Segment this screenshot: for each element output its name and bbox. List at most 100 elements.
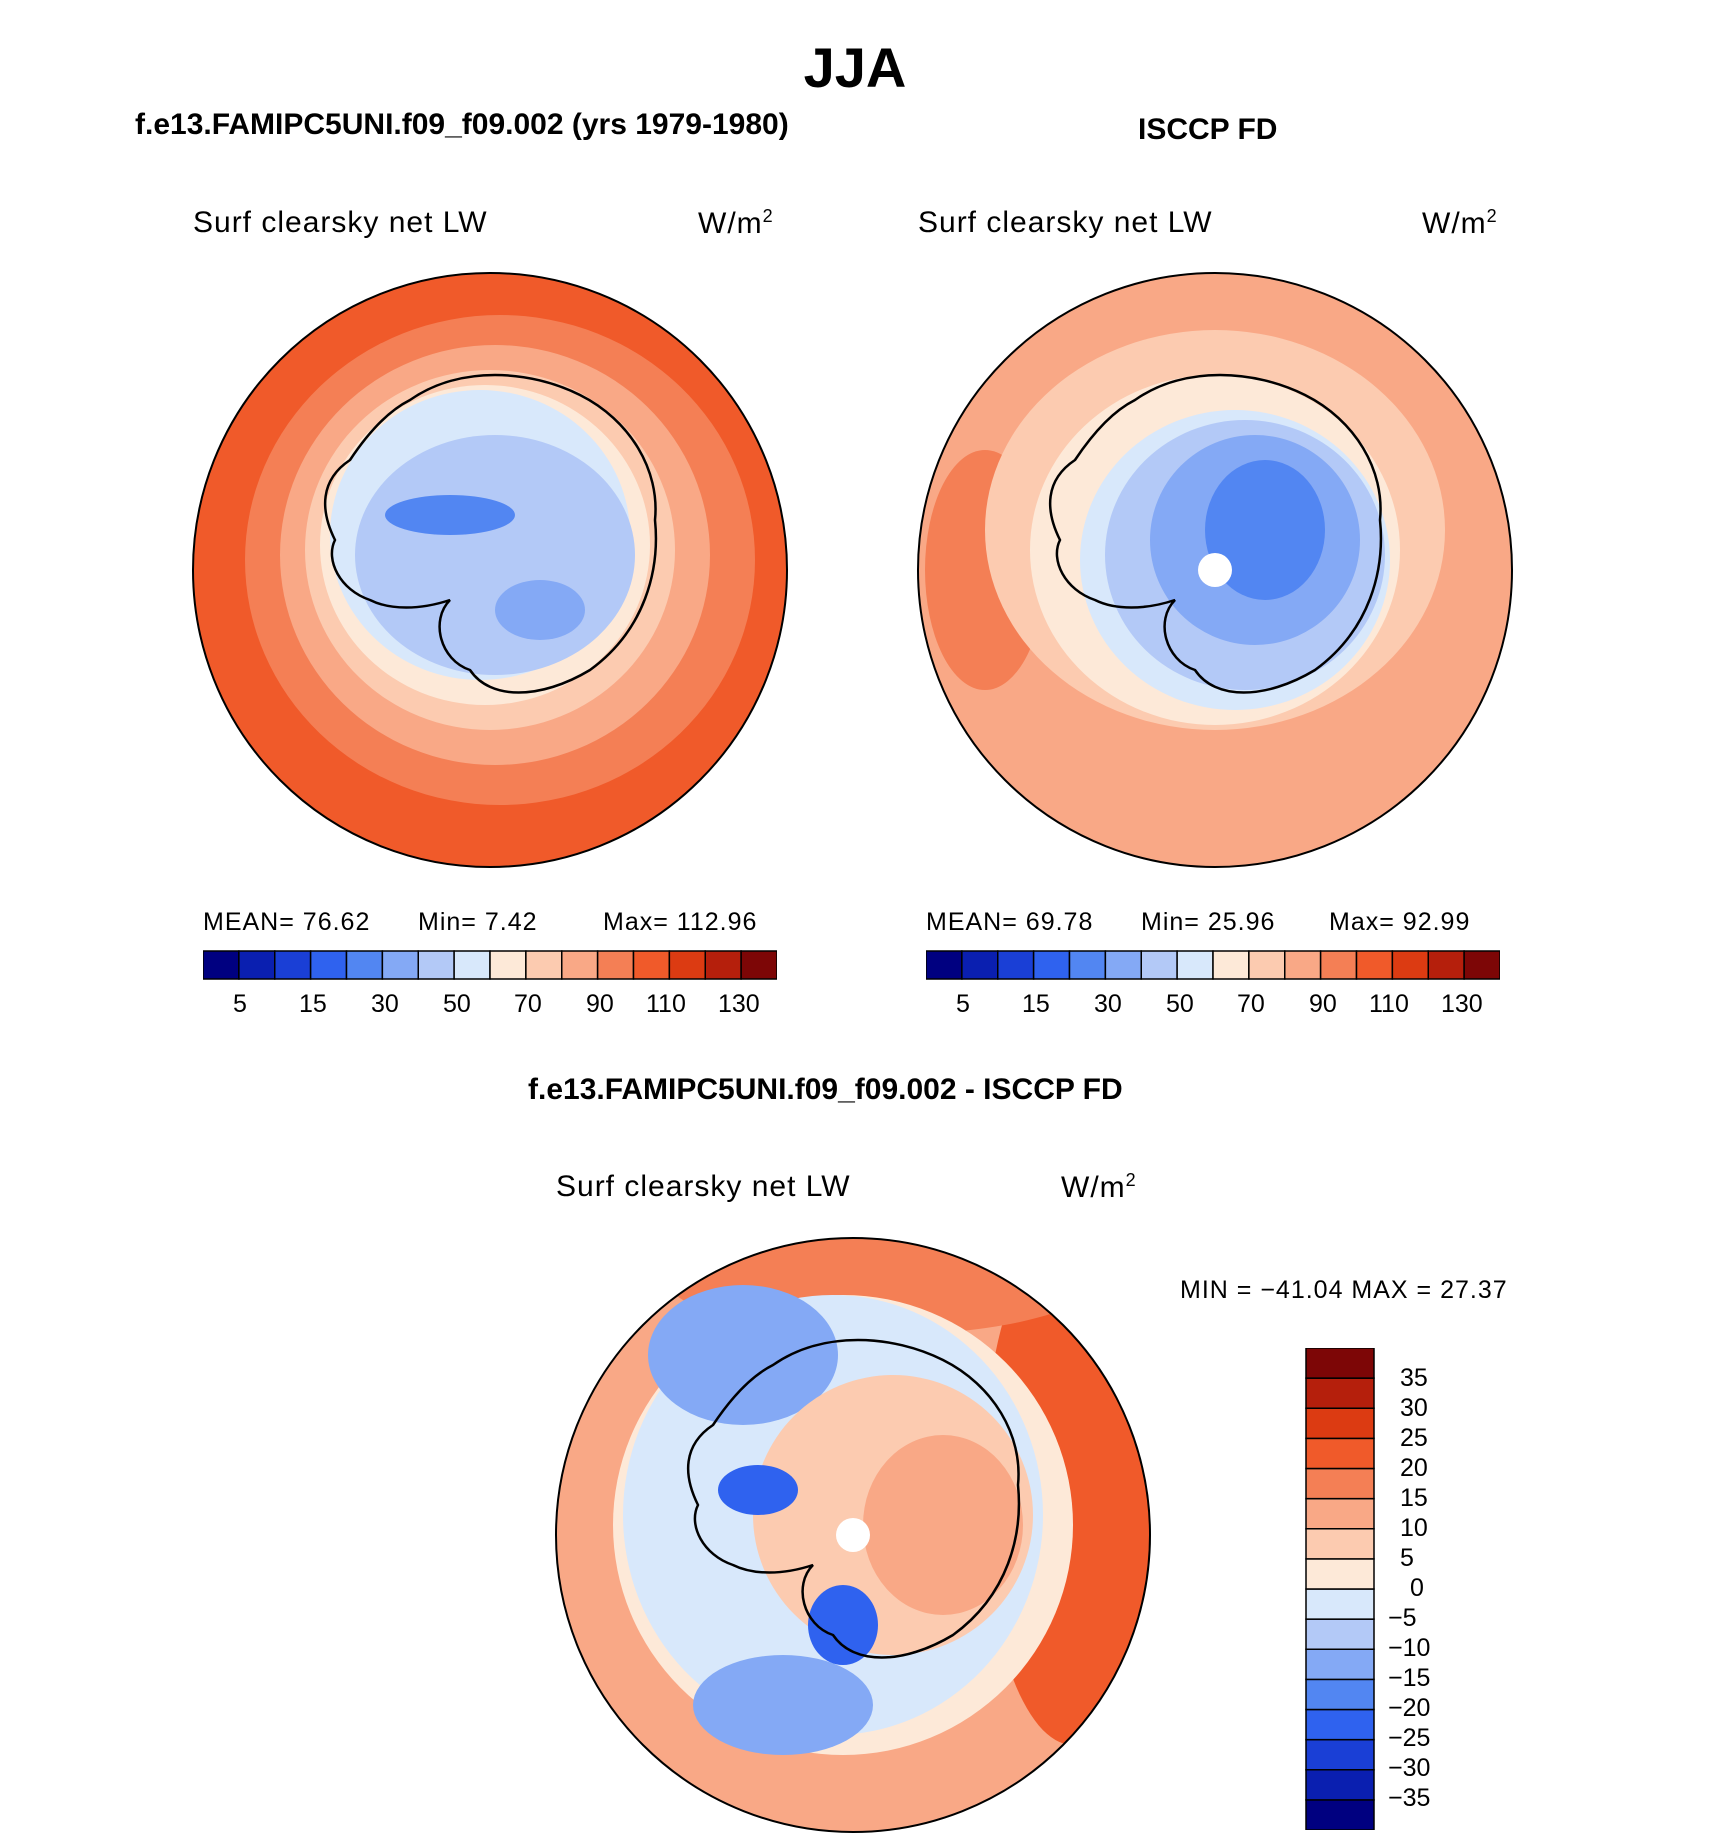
colorbar-swatch [1305,1497,1375,1530]
colorbar-swatch [274,950,312,980]
colorbar-swatch [1104,950,1142,980]
cb1-tick-3: 50 [443,990,471,1018]
diff-colorbar-ticks: 35 30 25 20 15 10 5 0 −5 −10 −15 −20 −25… [1382,1348,1522,1830]
cb3-tick-0: 35 [1400,1364,1428,1392]
colorbar-swatch [1284,950,1322,980]
cb2-tick-7: 130 [1441,990,1483,1018]
panel-1-ice-dark [385,495,515,535]
panel-2-mean: MEAN= 69.78 [926,908,1094,936]
panel-1-map [192,272,788,868]
cb1-tick-1: 15 [299,990,327,1018]
panel-1-ice-mid [495,580,585,640]
colorbar-swatch [489,950,527,980]
cb3-tick-1: 30 [1400,1394,1428,1422]
colorbar-swatch [561,950,599,980]
colorbar-swatch [309,950,348,980]
diff-colorbar [1305,1348,1375,1830]
panel-2-min: Min= 25.96 [1141,908,1276,936]
cb3-tick-3: 20 [1400,1454,1428,1482]
colorbar-swatch [1305,1407,1375,1440]
cb3-tick-4: 15 [1400,1484,1428,1512]
panel-2-colorbar [926,950,1500,980]
colorbar-swatch [1305,1558,1375,1590]
colorbar-swatch [525,950,563,980]
panel-1-ice-light [355,435,635,675]
cb2-tick-5: 90 [1309,990,1337,1018]
diff-units: W/m2 [1061,1170,1137,1204]
cb2-tick-2: 30 [1094,990,1122,1018]
colorbar-swatch [453,950,491,980]
colorbar-swatch [1305,1708,1375,1741]
diff-cold-spot-1 [718,1465,798,1515]
cb2-tick-6: 110 [1369,990,1409,1018]
colorbar-swatch [668,950,706,980]
diff-title: f.e13.FAMIPC5UNI.f09_f09.002 - ISCCP FD [528,1073,1123,1106]
cb1-tick-0: 5 [233,990,247,1018]
colorbar-swatch [1032,950,1071,980]
cb1-tick-6: 110 [646,990,686,1018]
colorbar-swatch [417,950,455,980]
panel-2-colorbar-ticks: 5 15 30 50 70 90 110 130 [926,990,1500,1024]
diff-coastline [686,1338,1021,1659]
panel-1-coastline [323,373,658,694]
colorbar-swatch [1305,1648,1375,1681]
cb1-tick-5: 90 [586,990,614,1018]
panel-1-title: f.e13.FAMIPC5UNI.f09_f09.002 (yrs 1979-1… [135,108,789,141]
colorbar-swatch [238,950,276,980]
panel-2-variable: Surf clearsky net LW [918,206,1213,239]
colorbar-swatch [1140,950,1178,980]
panel-1-colorbar-ticks: 5 15 30 50 70 90 110 130 [203,990,777,1024]
cb2-tick-4: 70 [1237,990,1265,1018]
colorbar-swatch [1305,1769,1375,1801]
cb3-tick-7: 0 [1410,1574,1424,1602]
colorbar-swatch [997,950,1035,980]
cb3-tick-14: −35 [1388,1784,1431,1812]
panel-2-map [917,272,1513,868]
cb2-tick-3: 50 [1166,990,1194,1018]
colorbar-swatch [345,950,384,980]
cb2-tick-1: 15 [1022,990,1050,1018]
cb3-tick-10: −15 [1388,1664,1431,1692]
panel-1-colorbar [203,950,777,980]
colorbar-swatch [203,950,240,980]
colorbar-swatch [1305,1437,1375,1470]
diff-variable: Surf clearsky net LW [556,1170,851,1203]
cb1-tick-7: 130 [718,990,760,1018]
diff-cool-north [648,1285,838,1425]
diff-cold-spot-2 [808,1585,878,1665]
colorbar-swatch [381,950,419,980]
colorbar-swatch [1305,1348,1375,1379]
panel-2-title: ISCCP FD [1138,113,1278,146]
colorbar-swatch [1305,1528,1375,1560]
panel-2-max: Max= 92.99 [1329,908,1471,936]
panel-2-pole-hole [1198,553,1232,587]
panel-2-ice-dark [1205,460,1325,600]
cb2-tick-0: 5 [956,990,970,1018]
colorbar-swatch [1305,1799,1375,1830]
cb3-tick-13: −30 [1388,1754,1431,1782]
cb3-tick-8: −5 [1388,1604,1417,1632]
colorbar-swatch [596,950,635,980]
colorbar-swatch [926,950,963,980]
cb3-tick-12: −25 [1388,1724,1431,1752]
panel-1-mean: MEAN= 76.62 [203,908,371,936]
colorbar-swatch [632,950,671,980]
colorbar-swatch [1305,1377,1375,1409]
colorbar-swatch [961,950,999,980]
colorbar-swatch [1068,950,1107,980]
colorbar-swatch [1391,950,1429,980]
cb1-tick-2: 30 [371,990,399,1018]
panel-2-coastline [1048,373,1383,694]
cb3-tick-9: −10 [1388,1634,1431,1662]
diff-continent-core [863,1435,1023,1615]
colorbar-swatch [1212,950,1250,980]
colorbar-swatch [1463,950,1500,980]
cb3-tick-11: −20 [1388,1694,1431,1722]
panel-1-units: W/m2 [698,206,774,240]
colorbar-swatch [1305,1618,1375,1650]
colorbar-swatch [1248,950,1286,980]
colorbar-swatch [1305,1678,1375,1711]
colorbar-swatch [1176,950,1214,980]
colorbar-swatch [704,950,742,980]
figure-title: JJA [803,36,907,99]
